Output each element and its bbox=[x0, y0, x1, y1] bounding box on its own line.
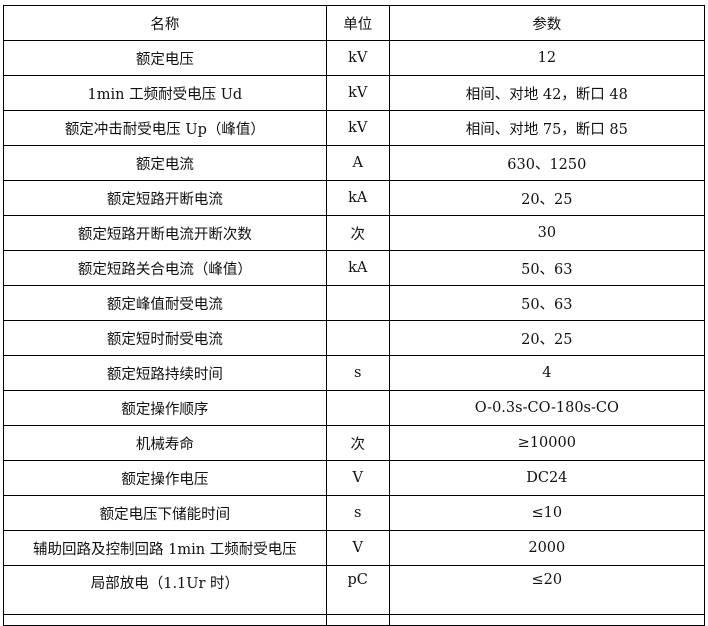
cell-unit: 次 bbox=[325, 215, 390, 251]
cell-unit: kV bbox=[325, 75, 390, 111]
cell-unit: V bbox=[325, 530, 390, 566]
table-row: 辅助回路及控制回路 1min 工频耐受电压 V 2000 bbox=[3, 530, 706, 566]
cell-unit bbox=[325, 320, 390, 356]
table-row: 额定冲击耐受电压 Up（峰值） kV 相间、对地 75，断口 85 bbox=[3, 110, 706, 146]
cell-name: 1min 工频耐受电压 Ud bbox=[3, 75, 327, 111]
cell-unit: kV bbox=[325, 110, 390, 146]
cell-name: 额定短时耐受电流 bbox=[3, 320, 327, 356]
cell-unit: A bbox=[325, 145, 390, 181]
cell-name: 辅助回路及控制回路 1min 工频耐受电压 bbox=[3, 530, 327, 566]
table-row: 额定操作顺序 O-0.3s-CO-180s-CO bbox=[3, 390, 706, 426]
cell-unit: kA bbox=[325, 250, 390, 286]
cell-unit: s bbox=[325, 495, 390, 531]
cell-name: 额定电压下储能时间 bbox=[3, 495, 327, 531]
cell-value: 50、63 bbox=[388, 250, 706, 286]
cell-name: 额定电流 bbox=[3, 145, 327, 181]
cell-unit: kA bbox=[325, 180, 390, 216]
cell-unit: s bbox=[325, 355, 390, 391]
cell-name: 额定峰值耐受电流 bbox=[3, 285, 327, 321]
table-row: 1min 工频耐受电压 Ud kV 相间、对地 42，断口 48 bbox=[3, 75, 706, 111]
cell-value: DC24 bbox=[388, 460, 706, 496]
cell-value: 相间、对地 75，断口 85 bbox=[388, 110, 706, 146]
cell-value: 2000 bbox=[388, 530, 706, 566]
table-row: 额定电压 kV 12 bbox=[3, 40, 706, 76]
cell-name: 额定操作电压 bbox=[3, 460, 327, 496]
cell-value: ≤20 bbox=[388, 565, 706, 615]
cell-value: 4 bbox=[388, 355, 706, 391]
cell-value: 50、63 bbox=[388, 285, 706, 321]
cell-unit bbox=[325, 285, 390, 321]
cell-name: 局部放电（1.1Ur 时） bbox=[3, 565, 327, 615]
cell-unit: kV bbox=[325, 40, 390, 76]
table-row: 额定短路开断电流 kA 20、25 bbox=[3, 180, 706, 216]
cell-unit bbox=[325, 390, 390, 426]
cell-name: 额定电压 bbox=[3, 40, 327, 76]
table-row: 额定操作电压 V DC24 bbox=[3, 460, 706, 496]
header-value: 参数 bbox=[388, 5, 706, 41]
table-row: 额定短路持续时间 s 4 bbox=[3, 355, 706, 391]
cell-value: 12 bbox=[388, 40, 706, 76]
cell-name: 额定短路开断电流 bbox=[3, 180, 327, 216]
cell-empty bbox=[3, 614, 327, 626]
cell-value: ≤10 bbox=[388, 495, 706, 531]
header-name: 名称 bbox=[3, 5, 327, 41]
table-row: 额定峰值耐受电流 50、63 bbox=[3, 285, 706, 321]
table-row: 额定电压下储能时间 s ≤10 bbox=[3, 495, 706, 531]
cell-value: 20、25 bbox=[388, 180, 706, 216]
cell-name: 额定短路持续时间 bbox=[3, 355, 327, 391]
parameter-table: 名称 单位 参数 额定电压 kV 12 1min 工频耐受电压 Ud kV 相间、对地 4… bbox=[3, 5, 706, 626]
table-row: 额定短路关合电流（峰值） kA 50、63 bbox=[3, 250, 706, 286]
table-row: 机械寿命次 ≥10000 bbox=[3, 425, 706, 461]
cell-name: 机械寿命 bbox=[3, 425, 327, 461]
cell-value: 20、25 bbox=[388, 320, 706, 356]
cell-empty bbox=[325, 614, 390, 626]
cell-unit: pC bbox=[325, 565, 390, 615]
header-unit: 单位 bbox=[325, 5, 390, 41]
cell-name: 额定短路关合电流（峰值） bbox=[3, 250, 327, 286]
cell-value: ≥10000 bbox=[388, 425, 706, 461]
table-row: 额定短路开断电流开断次数次 30 bbox=[3, 215, 706, 251]
cell-name: 额定短路开断电流开断次数 bbox=[3, 215, 327, 251]
table-header-row: 名称 单位 参数 bbox=[3, 5, 706, 41]
cell-unit: 次 bbox=[325, 425, 390, 461]
cell-unit: V bbox=[325, 460, 390, 496]
cell-name: 额定操作顺序 bbox=[3, 390, 327, 426]
cell-value: 相间、对地 42，断口 48 bbox=[388, 75, 706, 111]
table-row: 局部放电（1.1Ur 时） pC ≤20 bbox=[3, 565, 706, 615]
table-row: 额定电流 A 630、1250 bbox=[3, 145, 706, 181]
table-row-partial bbox=[3, 614, 706, 626]
cell-name: 额定冲击耐受电压 Up（峰值） bbox=[3, 110, 327, 146]
cell-value: 630、1250 bbox=[388, 145, 706, 181]
cell-empty bbox=[388, 614, 706, 626]
cell-value: 30 bbox=[388, 215, 706, 251]
table-row: 额定短时耐受电流 20、25 bbox=[3, 320, 706, 356]
cell-value: O-0.3s-CO-180s-CO bbox=[388, 390, 706, 426]
